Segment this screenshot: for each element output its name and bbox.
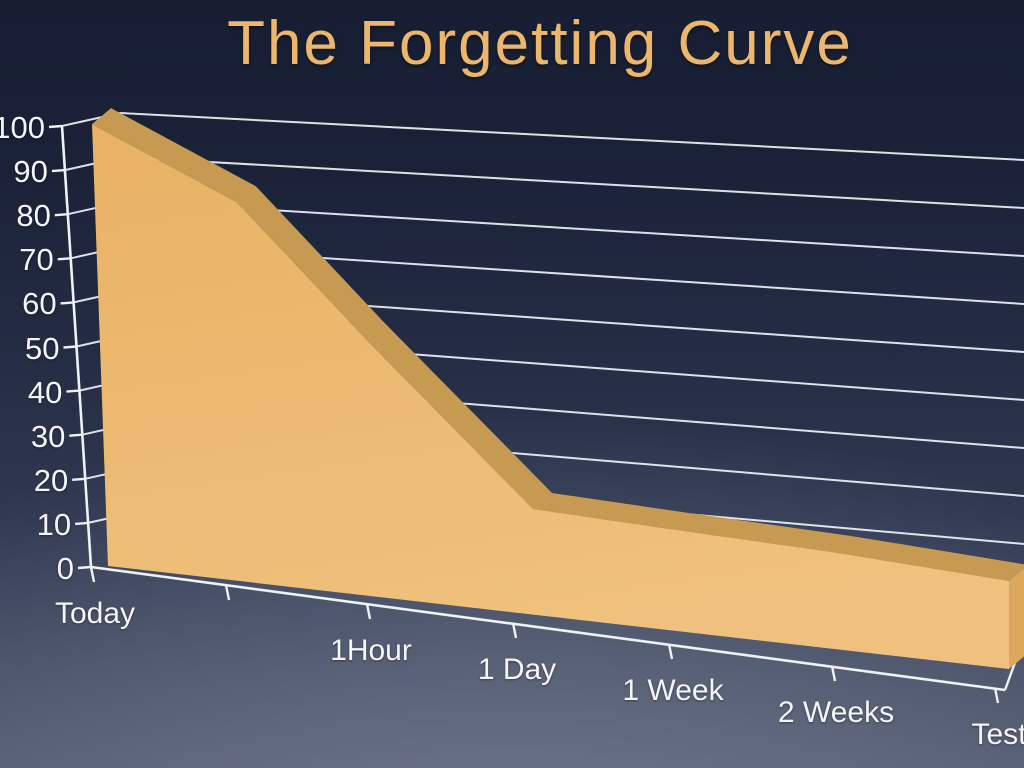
gridline [61, 111, 1024, 161]
x-axis-tick-label: 1 Week [622, 674, 724, 707]
y-axis-tick-label: 0 [56, 551, 74, 586]
x-axis-tick [830, 665, 837, 682]
y-axis-tick-label: 100 [0, 110, 45, 145]
x-axis-ticks [89, 566, 1000, 704]
x-axis-tick-label: 1Hour [330, 634, 412, 667]
x-axis-tick [993, 687, 1000, 704]
x-axis-tick [667, 643, 674, 660]
x-axis-tick [89, 566, 96, 583]
y-axis-tick [51, 168, 65, 173]
y-axis-tick-label: 30 [30, 418, 66, 454]
y-axis-tick [69, 433, 83, 437]
area-right-side-face [1009, 568, 1024, 669]
y-axis-tick-label: 70 [19, 242, 54, 278]
y-axis-tick-label: 10 [36, 506, 72, 542]
chart-title: The Forgetting Curve [227, 9, 853, 78]
y-axis-tick [57, 257, 71, 261]
axes [48, 124, 1024, 692]
y-axis-tick [75, 521, 89, 526]
y-axis-tick [66, 389, 80, 393]
x-axis-tick [511, 622, 518, 639]
area-front-face [92, 124, 1009, 669]
area-series [92, 108, 1024, 669]
y-axis-tick-label: 60 [22, 286, 57, 322]
x-axis-line [90, 565, 1006, 692]
y-axis-tick-label: 80 [16, 198, 51, 234]
y-axis-tick [48, 124, 63, 129]
y-axis-tick-label: 20 [33, 462, 69, 498]
y-axis-tick [63, 345, 77, 349]
area-top-bevel [92, 108, 1024, 581]
y-axis-tick-label: 40 [27, 374, 63, 410]
y-axis-tick [54, 213, 68, 217]
y-axis-tick [60, 301, 74, 305]
y-axis-tick-label: 90 [13, 154, 48, 190]
y-axis-tick [77, 565, 92, 570]
x-axis-tick-label: 1 Day [477, 653, 557, 686]
y-axis-tick [72, 477, 86, 481]
x-axis-tick [365, 603, 372, 620]
x-axis-tick-label: Today [54, 597, 136, 630]
x-axis-tick-label: 2 Weeks [777, 696, 895, 729]
x-axis-tick [224, 584, 231, 601]
x-axis-tick-label: Test [971, 718, 1024, 751]
y-axis-tick-label: 50 [25, 330, 60, 366]
